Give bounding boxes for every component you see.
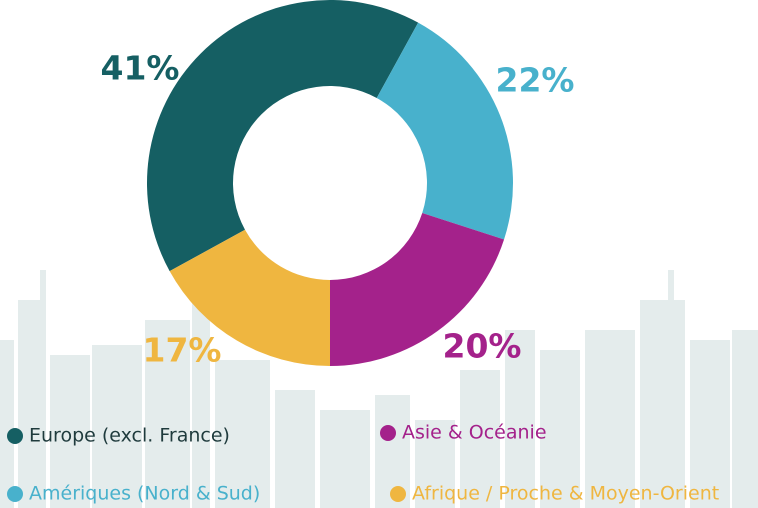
value-label: 20% [443,327,522,366]
donut-segment [147,0,419,272]
legend: Europe (excl. France) Amériques (Nord & S… [7,422,719,505]
value-labels: 41% 22% 20% 17% [101,49,575,370]
skyline-background [0,270,758,508]
donut [147,0,513,366]
donut-segment [330,212,505,366]
value-label: 17% [143,331,222,370]
legend-marker [390,486,406,502]
legend-label: Amériques (Nord & Sud) [29,483,260,505]
donut-segment [376,22,513,240]
value-label: 22% [496,61,575,100]
legend-marker [380,425,396,441]
legend-label: Afrique / Proche & Moyen-Orient [412,483,719,505]
legend-label: Asie & Océanie [402,422,547,444]
donut-segment [169,229,330,366]
value-label: 41% [101,49,180,88]
legend-marker [7,486,23,502]
legend-marker [7,428,23,444]
legend-label: Europe (excl. France) [29,425,230,447]
